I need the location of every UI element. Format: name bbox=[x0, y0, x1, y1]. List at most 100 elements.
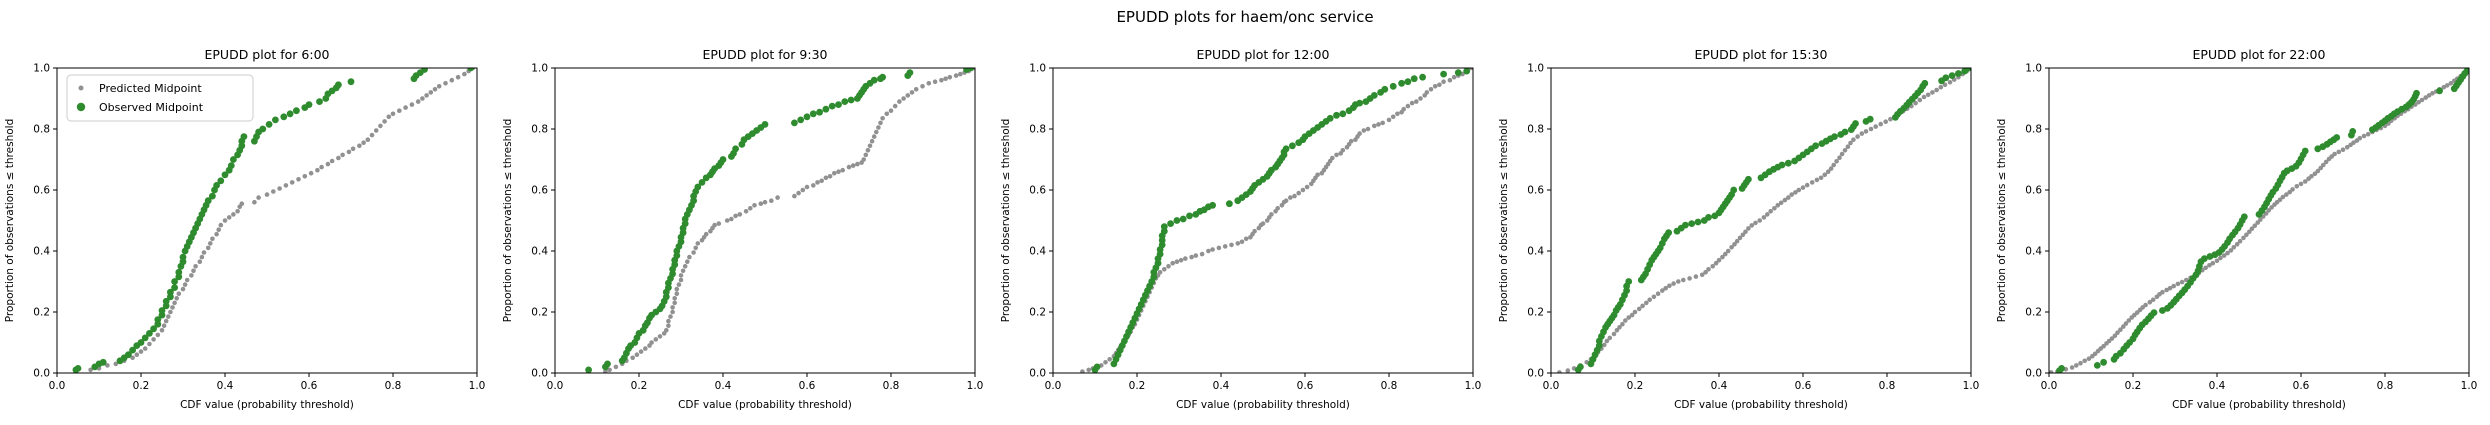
predicted-point bbox=[1557, 370, 1562, 373]
predicted-point bbox=[155, 332, 161, 338]
predicted-point bbox=[1386, 117, 1392, 123]
predicted-point bbox=[1401, 106, 1406, 112]
predicted-point bbox=[666, 323, 671, 329]
predicted-point bbox=[1206, 248, 1211, 254]
predicted-point bbox=[214, 231, 219, 237]
predicted-point bbox=[2049, 370, 2054, 373]
predicted-point bbox=[762, 199, 768, 205]
predicted-point bbox=[2294, 184, 2300, 189]
predicted-point bbox=[350, 146, 356, 152]
scatter-points bbox=[1557, 68, 1971, 373]
observed-point bbox=[265, 121, 273, 128]
observed-point bbox=[213, 182, 221, 189]
predicted-point bbox=[2332, 151, 2337, 157]
predicted-point bbox=[1863, 129, 1869, 134]
predicted-point bbox=[680, 268, 686, 274]
predicted-point bbox=[672, 300, 677, 306]
predicted-point bbox=[176, 291, 182, 297]
predicted-point bbox=[1334, 152, 1339, 158]
y-axis-label: Proportion of observations ≤ threshold bbox=[1996, 119, 2008, 322]
observed-point bbox=[1625, 278, 1633, 285]
x-tick-label: 1.0 bbox=[2461, 380, 2478, 392]
predicted-point bbox=[1848, 140, 1853, 146]
predicted-point bbox=[2118, 327, 2123, 333]
observed-point bbox=[171, 278, 179, 285]
observed-point bbox=[2301, 147, 2309, 155]
predicted-point bbox=[2258, 217, 2263, 222]
predicted-point bbox=[2231, 245, 2237, 250]
predicted-point bbox=[1409, 100, 1415, 106]
predicted-point bbox=[1947, 80, 1953, 85]
predicted-point bbox=[1818, 175, 1824, 181]
observed-point bbox=[816, 108, 823, 116]
predicted-point bbox=[1103, 360, 1108, 365]
observed-point bbox=[1694, 218, 1702, 226]
observed-point bbox=[162, 297, 170, 305]
x-tick-label: 0.0 bbox=[1543, 380, 1560, 392]
observed-point bbox=[1339, 110, 1347, 118]
predicted-point bbox=[2321, 162, 2326, 168]
predicted-point bbox=[865, 148, 871, 153]
predicted-point bbox=[2444, 83, 2450, 88]
predicted-point bbox=[2315, 168, 2321, 174]
observed-point bbox=[847, 96, 855, 104]
predicted-point bbox=[1667, 283, 1672, 289]
predicted-point bbox=[2277, 197, 2283, 203]
predicted-point bbox=[672, 296, 677, 301]
observed-point bbox=[2240, 213, 2248, 221]
predicted-point bbox=[283, 183, 289, 188]
predicted-point bbox=[1357, 131, 1362, 136]
predicted-point bbox=[1710, 264, 1715, 269]
predicted-point bbox=[130, 355, 135, 361]
observed-point bbox=[967, 68, 975, 72]
y-tick-label: 0.2 bbox=[33, 307, 50, 319]
predicted-point bbox=[2179, 279, 2185, 285]
predicted-point bbox=[182, 282, 188, 287]
predicted-point bbox=[926, 81, 932, 86]
observed-point bbox=[822, 105, 830, 113]
observed-point bbox=[841, 98, 849, 105]
predicted-point bbox=[685, 259, 690, 264]
predicted-point bbox=[2448, 81, 2454, 86]
y-tick-label: 0.4 bbox=[2025, 246, 2042, 258]
observed-point bbox=[1955, 70, 1962, 77]
scatter-points bbox=[1080, 68, 1473, 373]
predicted-point bbox=[208, 241, 213, 246]
predicted-point bbox=[840, 167, 845, 173]
predicted-point bbox=[436, 84, 442, 89]
predicted-point bbox=[1626, 315, 1631, 320]
predicted-point bbox=[264, 192, 270, 197]
observed-point bbox=[1705, 214, 1712, 221]
predicted-point bbox=[1283, 198, 1289, 203]
predicted-point bbox=[1706, 267, 1711, 272]
predicted-point bbox=[630, 355, 635, 361]
predicted-point bbox=[1743, 229, 1748, 235]
observed-point bbox=[1282, 145, 1290, 153]
subplot-22-00: 0.0 0.2 0.4 0.6 0.8 1.0 0.0 0.2 0.4 0.6 0.8 1.0 EPU… bbox=[1996, 47, 2478, 411]
predicted-point bbox=[2207, 263, 2212, 268]
predicted-point bbox=[892, 103, 898, 109]
plot-title: EPUDD plot for 9:30 bbox=[703, 47, 828, 62]
predicted-point bbox=[1395, 111, 1400, 117]
observed-point bbox=[2100, 358, 2107, 366]
predicted-point bbox=[205, 245, 211, 251]
predicted-point bbox=[693, 245, 698, 251]
predicted-point bbox=[2255, 220, 2260, 225]
x-tick-label: 0.2 bbox=[1129, 380, 1146, 392]
observed-point bbox=[1682, 221, 1689, 229]
observed-point bbox=[791, 119, 798, 127]
y-tick-label: 0.0 bbox=[2025, 368, 2042, 380]
predicted-point bbox=[1796, 187, 1802, 193]
predicted-point bbox=[871, 134, 877, 139]
predicted-point bbox=[1782, 197, 1788, 203]
y-tick-label: 0.8 bbox=[2025, 124, 2042, 136]
predicted-point bbox=[1405, 103, 1411, 109]
x-tick-label: 0.0 bbox=[49, 380, 66, 392]
predicted-point bbox=[712, 222, 717, 228]
predicted-point bbox=[905, 93, 911, 98]
predicted-point bbox=[1617, 325, 1622, 330]
x-tick-label: 0.2 bbox=[133, 380, 150, 392]
y-tick-label: 0.2 bbox=[2025, 307, 2042, 319]
observed-point bbox=[1831, 133, 1838, 140]
predicted-point bbox=[184, 277, 190, 283]
